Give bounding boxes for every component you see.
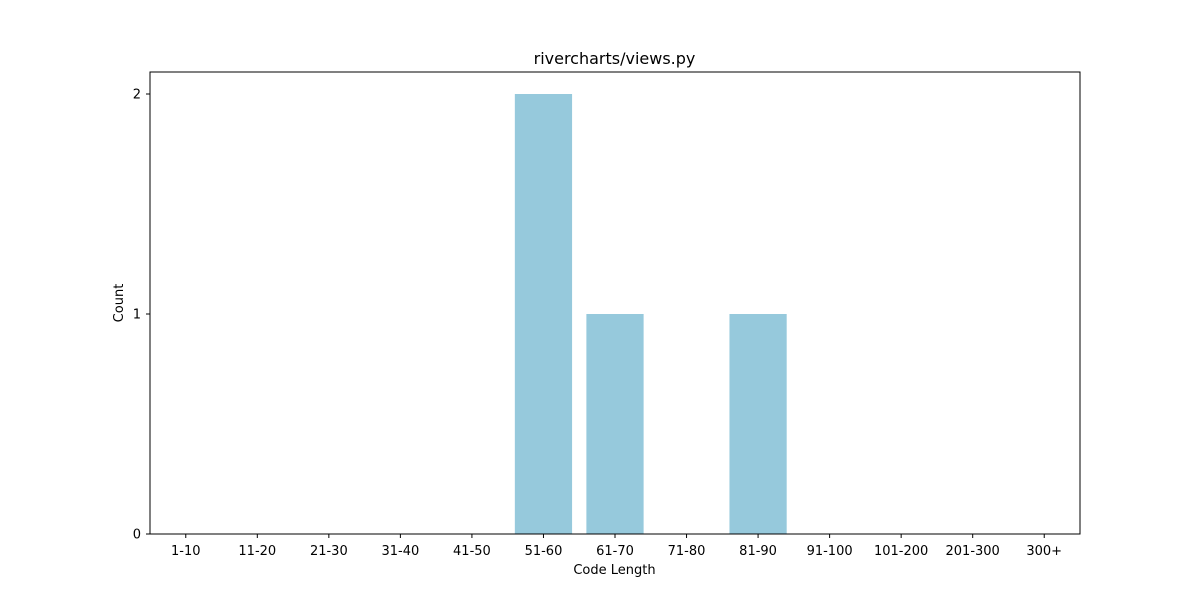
x-tick-label: 61-70 (596, 544, 634, 559)
y-tick-label: 0 (133, 528, 141, 543)
chart-title: rivercharts/views.py (534, 49, 696, 68)
x-tick-label: 300+ (1026, 544, 1062, 559)
x-tick-label: 201-300 (946, 544, 1000, 559)
y-tick-label: 1 (133, 308, 141, 323)
y-axis-label: Count (112, 284, 127, 323)
bar-51-60 (514, 94, 573, 534)
y-tick-label: 2 (133, 88, 141, 103)
x-tick-label: 21-30 (310, 544, 348, 559)
x-tick-label: 81-90 (739, 544, 777, 559)
x-tick-label: 41-50 (453, 544, 491, 559)
bars-layer (514, 94, 787, 534)
x-axis: 1-10 11-20 21-30 31-40 41-50 51-60 61-70 71-80 8… (171, 534, 1062, 559)
bar-61-70 (586, 314, 644, 534)
bar-81-90 (729, 314, 787, 534)
x-tick-label: 101-200 (874, 544, 928, 559)
x-axis-label: Code Length (573, 563, 655, 578)
plot-frame (149, 71, 1081, 535)
x-tick-label: 1-10 (171, 544, 201, 559)
x-tick-label: 91-100 (807, 544, 853, 559)
x-tick-label: 31-40 (381, 544, 419, 559)
y-axis: 0 1 2 (133, 88, 150, 543)
x-tick-label: 51-60 (525, 544, 563, 559)
x-tick-label: 11-20 (238, 544, 276, 559)
x-tick-label: 71-80 (668, 544, 706, 559)
